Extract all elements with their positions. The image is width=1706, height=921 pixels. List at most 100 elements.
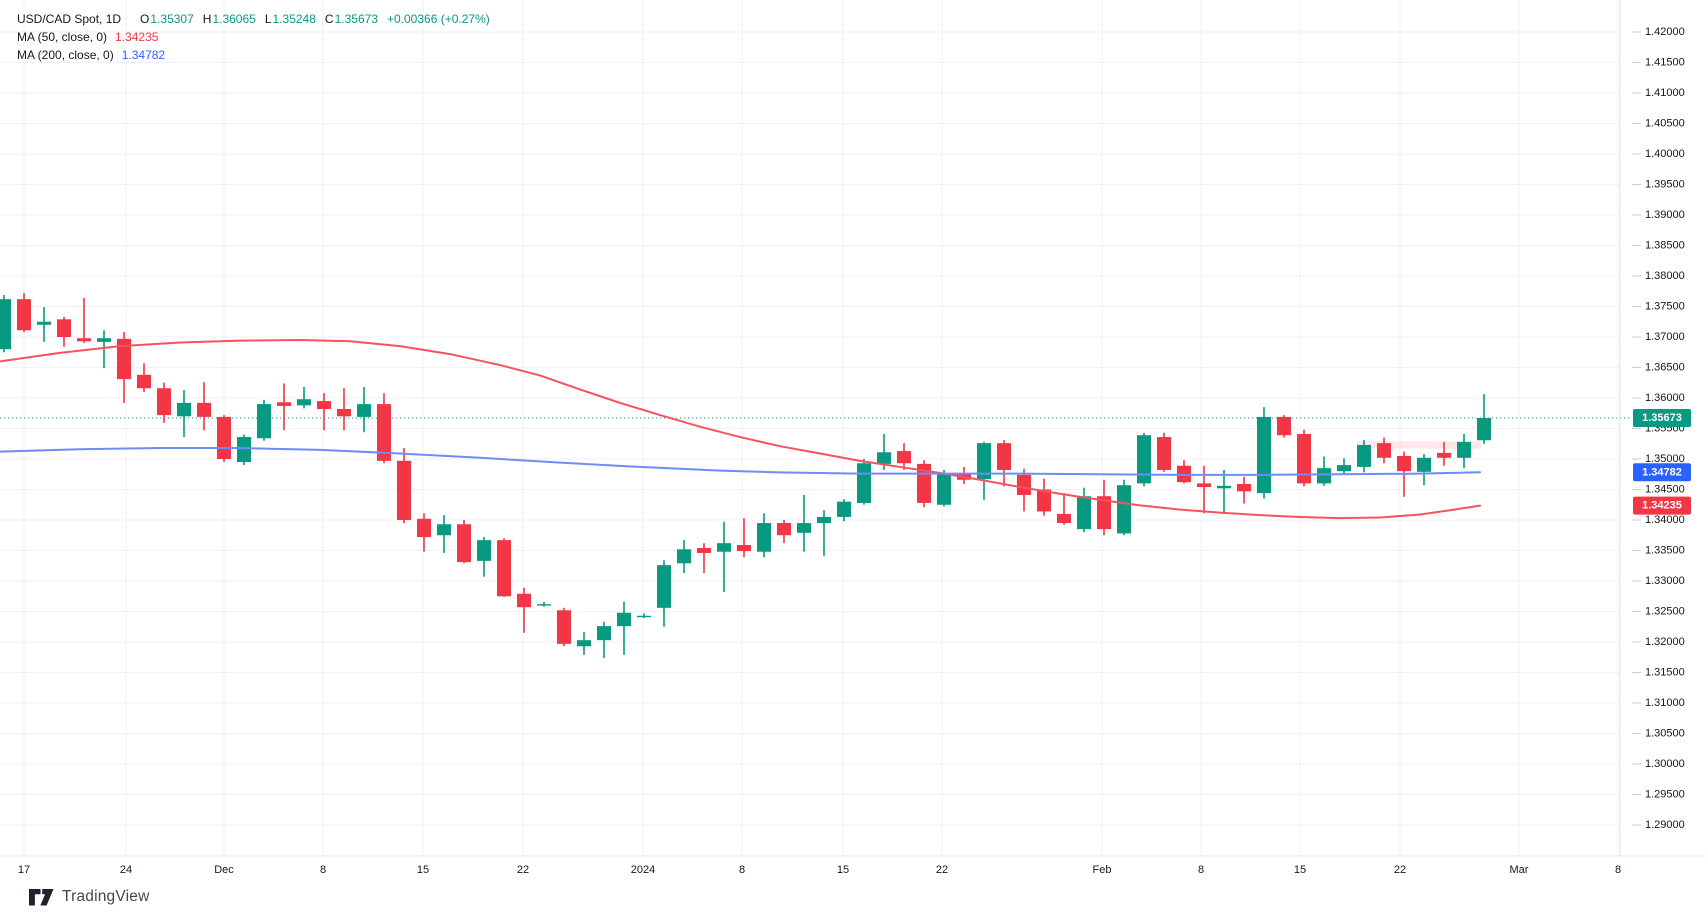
price-axis-label: 1.29500 [1645, 789, 1685, 801]
candle-body[interactable] [1337, 465, 1351, 472]
symbol-title[interactable]: USD/CAD Spot, 1D [17, 12, 122, 26]
candle-body[interactable] [597, 626, 611, 641]
candle-body[interactable] [637, 615, 651, 618]
candle-body[interactable] [1217, 485, 1231, 489]
candle-body[interactable] [617, 612, 631, 627]
candle-body[interactable] [537, 604, 551, 606]
candle-body[interactable] [397, 460, 411, 520]
candle-body[interactable] [157, 388, 171, 416]
price-axis-label: 1.35000 [1645, 453, 1685, 465]
candle-body[interactable] [337, 408, 351, 417]
candle-body[interactable] [837, 501, 851, 517]
candle-body[interactable] [17, 299, 31, 331]
candle-body[interactable] [1157, 437, 1171, 470]
candle-body[interactable] [797, 523, 811, 533]
candle-body[interactable] [0, 299, 11, 350]
candle-body[interactable] [197, 402, 211, 417]
candle-body[interactable] [297, 399, 311, 406]
candle-body[interactable] [377, 404, 391, 461]
time-axis-label: 17 [18, 864, 30, 876]
tradingview-logo[interactable]: TradingView [29, 888, 150, 906]
candle-body[interactable] [77, 338, 91, 342]
candle-body[interactable] [257, 404, 271, 439]
candle-body[interactable] [977, 443, 991, 480]
time-axis-label: 2024 [631, 864, 655, 876]
close-label: C [324, 12, 334, 26]
candle-body[interactable] [517, 593, 531, 608]
candle-body[interactable] [717, 543, 731, 552]
candle-body[interactable] [1397, 455, 1411, 472]
candle-body[interactable] [737, 545, 751, 552]
candle-body[interactable] [877, 452, 891, 464]
ma200-row[interactable]: MA (200, close, 0) 1.34782 [17, 46, 490, 64]
candle-body[interactable] [777, 523, 791, 536]
candle-body[interactable] [857, 463, 871, 503]
candle-body[interactable] [817, 516, 831, 524]
price-badge [1633, 463, 1691, 482]
tradingview-wordmark: TradingView [62, 888, 150, 905]
candle-body[interactable] [657, 565, 671, 608]
price-badge-value: 1.34782 [1642, 466, 1682, 478]
candle-body[interactable] [217, 416, 231, 459]
candle-body[interactable] [1137, 435, 1151, 484]
price-badge-value: 1.35673 [1642, 412, 1682, 424]
candle-body[interactable] [1197, 483, 1211, 488]
candle-body[interactable] [137, 374, 151, 389]
time-axis-label: 15 [1294, 864, 1306, 876]
candle-body[interactable] [697, 548, 711, 553]
candle-body[interactable] [277, 402, 291, 406]
candle-body[interactable] [1057, 513, 1071, 524]
candle-body[interactable] [177, 402, 191, 417]
candle-body[interactable] [1277, 416, 1291, 436]
ma50-value: 1.34235 [115, 30, 159, 44]
time-axis-label: 22 [517, 864, 529, 876]
candle-body[interactable] [37, 321, 51, 325]
candle-body[interactable] [937, 474, 951, 505]
candle-body[interactable] [1257, 416, 1271, 494]
candle-body[interactable] [1357, 444, 1371, 467]
candle-body[interactable] [897, 451, 911, 464]
candle-body[interactable] [1437, 452, 1451, 458]
price-badge [1633, 496, 1691, 515]
candle-body[interactable] [1117, 485, 1131, 534]
candle-body[interactable] [237, 437, 251, 463]
candle-body[interactable] [997, 443, 1011, 470]
candle-body[interactable] [1077, 496, 1091, 530]
candle-body[interactable] [757, 523, 771, 552]
candle-body[interactable] [1297, 433, 1311, 484]
ma50-row[interactable]: MA (50, close, 0) 1.34235 [17, 28, 490, 46]
candle-body[interactable] [97, 338, 111, 342]
candle-body[interactable] [477, 540, 491, 561]
candle-body[interactable] [457, 524, 471, 563]
price-axis-label: 1.40000 [1645, 148, 1685, 160]
high-value: 1.36065 [212, 12, 256, 26]
high-label: H [202, 12, 212, 26]
time-axis-label: 22 [936, 864, 948, 876]
candle-body[interactable] [1457, 441, 1471, 458]
price-axis-label: 1.30500 [1645, 728, 1685, 740]
candle-body[interactable] [677, 549, 691, 564]
candle-body[interactable] [1417, 457, 1431, 472]
price-axis-label: 1.33500 [1645, 545, 1685, 557]
candle-body[interactable] [417, 518, 431, 538]
candle-body[interactable] [1317, 468, 1331, 484]
candle-body[interactable] [437, 524, 451, 536]
price-axis-label: 1.40500 [1645, 118, 1685, 130]
candle-body[interactable] [557, 610, 571, 644]
candle-body[interactable] [117, 338, 131, 380]
candle-body[interactable] [57, 319, 71, 337]
candle-body[interactable] [357, 404, 371, 417]
candle-body[interactable] [1377, 443, 1391, 458]
candle-body[interactable] [317, 401, 331, 409]
candle-body[interactable] [1017, 474, 1031, 495]
tradingview-logo-icon [29, 888, 54, 905]
candle-body[interactable] [577, 640, 591, 647]
candle-body[interactable] [1037, 489, 1051, 512]
price-axis-label: 1.37500 [1645, 301, 1685, 313]
candle-body[interactable] [497, 540, 511, 597]
candle-body[interactable] [1097, 496, 1111, 530]
time-axis-label: 22 [1394, 864, 1406, 876]
candle-body[interactable] [1477, 417, 1491, 441]
candle-body[interactable] [1237, 484, 1251, 492]
